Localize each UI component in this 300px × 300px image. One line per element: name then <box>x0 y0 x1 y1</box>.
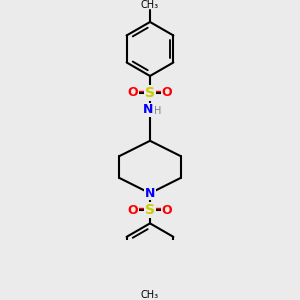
Text: O: O <box>128 204 138 217</box>
Text: CH₃: CH₃ <box>141 290 159 300</box>
Text: N: N <box>142 103 153 116</box>
Text: CH₃: CH₃ <box>141 0 159 10</box>
Text: O: O <box>128 86 138 100</box>
Text: N: N <box>145 187 155 200</box>
Text: S: S <box>145 203 155 217</box>
Text: S: S <box>145 86 155 100</box>
Text: O: O <box>162 204 172 217</box>
Text: O: O <box>162 86 172 100</box>
Text: H: H <box>154 106 161 116</box>
